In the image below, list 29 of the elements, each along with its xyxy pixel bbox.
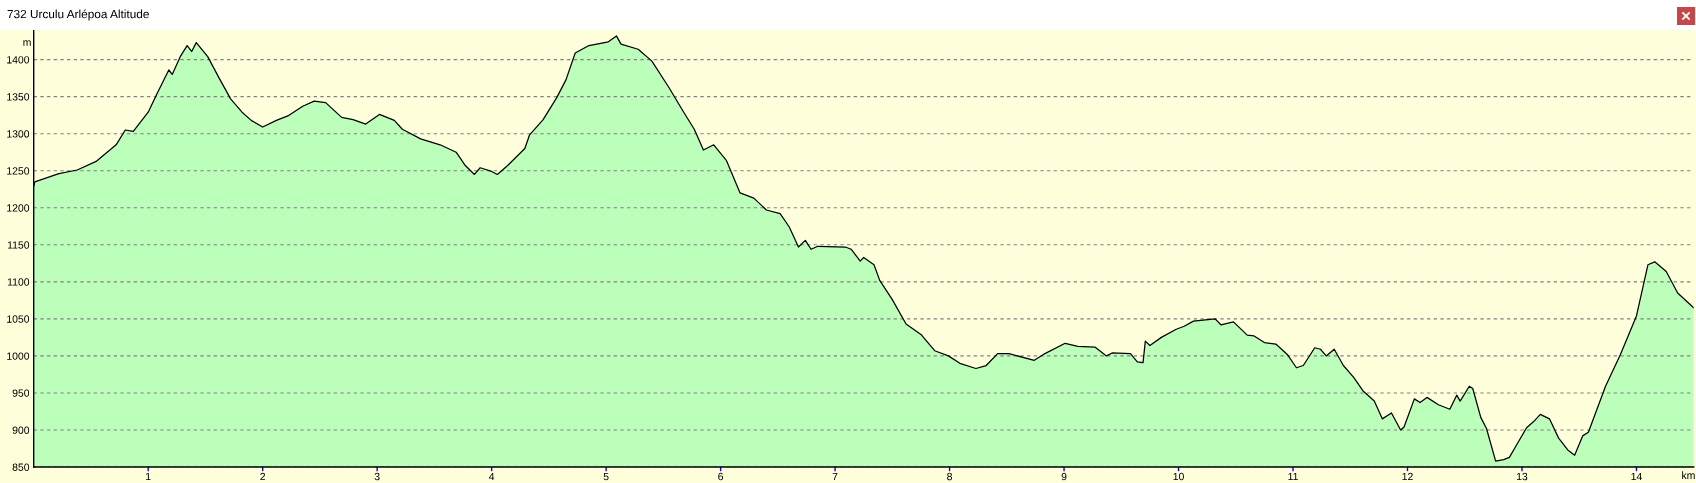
x-tick-label: 1 [146,472,151,481]
y-tick-label: 1400 [7,56,30,64]
chart-title: 732 Urculu Arlépoa Altitude [7,9,149,21]
x-tick-label: 5 [603,472,609,481]
y-axis-title: m [23,40,31,46]
y-tick-label: 950 [12,389,30,397]
y-tick-label: 1250 [7,167,30,175]
x-tick-label: 2 [260,472,266,481]
y-tick-label: 850 [12,463,30,471]
y-tick-label: 1200 [7,204,30,212]
y-tick-label: 1350 [7,93,30,101]
x-tick-label: 9 [1061,472,1067,481]
x-tick-label: 13 [1516,472,1528,481]
x-tick-label: 7 [832,472,838,481]
x-tick-label: 14 [1631,472,1642,481]
x-tick-label: 12 [1402,472,1413,481]
y-tick-label: 900 [12,426,30,434]
x-tick-label: 3 [374,472,380,481]
x-axis-title: km [1682,471,1695,479]
x-tick-label: 10 [1173,472,1184,481]
x-tick-label: 8 [947,472,953,481]
y-tick-label: 1100 [7,278,30,286]
x-tick-label: 6 [718,472,724,481]
y-tick-label: 1000 [7,352,30,360]
y-tick-label: 1300 [7,130,30,138]
x-tick-label: 11 [1288,472,1298,481]
y-tick-label: 1050 [7,315,30,323]
x-tick-label: 4 [488,472,495,481]
y-tick-label: 1150 [7,241,30,249]
